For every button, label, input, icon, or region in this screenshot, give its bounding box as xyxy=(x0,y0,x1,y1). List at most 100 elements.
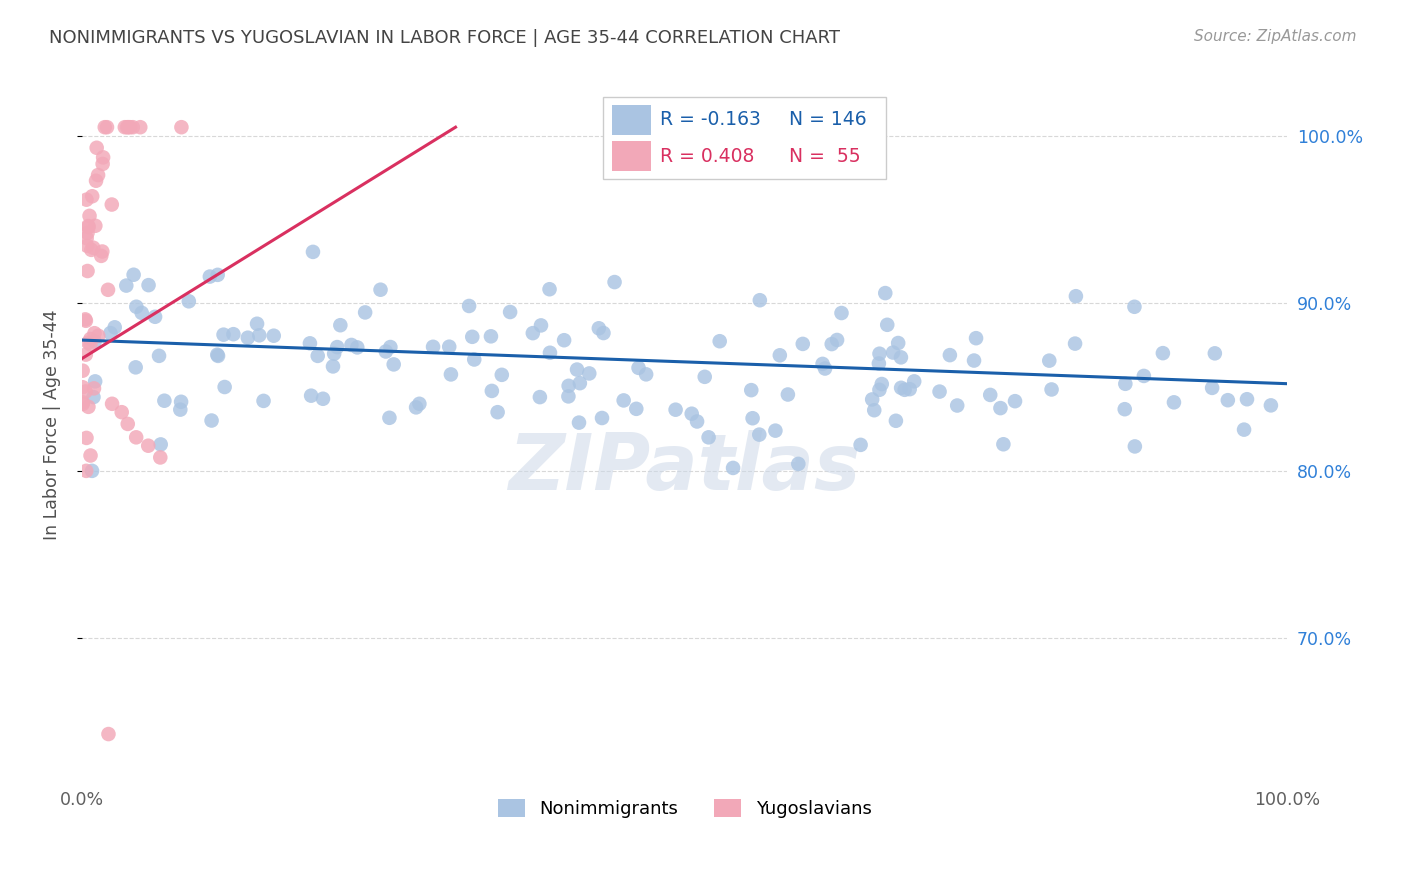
Point xyxy=(117,120,139,135)
Point xyxy=(117,417,139,431)
Point xyxy=(890,381,912,395)
Point xyxy=(169,402,191,417)
Point xyxy=(84,174,107,188)
Point xyxy=(115,278,138,293)
Point xyxy=(1133,368,1156,383)
Point xyxy=(893,383,915,397)
Point xyxy=(125,430,148,444)
Point xyxy=(76,231,98,245)
Point xyxy=(811,357,834,371)
Point xyxy=(76,431,98,445)
Point xyxy=(529,390,551,404)
Point xyxy=(91,157,114,171)
Point xyxy=(627,360,650,375)
Point xyxy=(312,392,335,406)
Point xyxy=(1201,381,1223,395)
Point xyxy=(869,347,891,361)
Point xyxy=(530,318,553,333)
Point xyxy=(565,362,588,376)
Point xyxy=(75,384,97,399)
Point xyxy=(849,438,872,452)
Point xyxy=(557,379,579,393)
Point xyxy=(91,150,114,164)
Point xyxy=(440,368,463,382)
Point xyxy=(80,243,103,257)
Legend: Nonimmigrants, Yugoslavians: Nonimmigrants, Yugoslavians xyxy=(491,791,879,825)
Point xyxy=(693,369,716,384)
Point xyxy=(868,383,890,397)
Point xyxy=(322,359,344,374)
Point xyxy=(247,328,270,343)
Point xyxy=(153,393,176,408)
Point xyxy=(1114,376,1136,391)
Point xyxy=(479,329,502,343)
Point xyxy=(748,293,770,308)
Point xyxy=(79,449,101,463)
Point xyxy=(578,367,600,381)
Point xyxy=(884,414,907,428)
FancyBboxPatch shape xyxy=(603,97,886,179)
Point xyxy=(83,381,105,395)
Point xyxy=(96,120,118,135)
Point xyxy=(170,120,193,135)
Point xyxy=(890,351,912,365)
Point xyxy=(111,405,134,419)
Point xyxy=(129,120,152,135)
Point xyxy=(681,407,703,421)
Point xyxy=(122,120,145,135)
Point xyxy=(769,348,792,362)
Point xyxy=(939,348,962,362)
Point xyxy=(79,332,101,346)
Point xyxy=(380,340,402,354)
Point xyxy=(1152,346,1174,360)
Point xyxy=(686,415,709,429)
Point xyxy=(77,219,100,233)
Point xyxy=(84,219,107,233)
Point xyxy=(302,244,325,259)
Point xyxy=(636,368,658,382)
Point xyxy=(1040,383,1063,397)
Point xyxy=(143,310,166,324)
Point xyxy=(875,286,897,301)
Point xyxy=(491,368,513,382)
Point xyxy=(115,120,138,135)
Point xyxy=(613,393,636,408)
Point xyxy=(323,346,346,360)
Text: NONIMMIGRANTS VS YUGOSLAVIAN IN LABOR FORCE | AGE 35-44 CORRELATION CHART: NONIMMIGRANTS VS YUGOSLAVIAN IN LABOR FO… xyxy=(49,29,841,46)
Point xyxy=(458,299,481,313)
Point xyxy=(903,375,925,389)
Point xyxy=(741,411,763,425)
Point xyxy=(405,401,427,415)
Point xyxy=(538,345,561,359)
Point xyxy=(207,348,229,362)
Point xyxy=(1236,392,1258,407)
Point xyxy=(136,439,159,453)
Text: N = 146: N = 146 xyxy=(789,111,868,129)
Point xyxy=(200,413,222,427)
Point xyxy=(422,340,444,354)
Point xyxy=(709,334,731,349)
Point xyxy=(252,393,274,408)
Point xyxy=(763,424,786,438)
Point xyxy=(83,326,105,341)
Point xyxy=(557,389,579,403)
Point xyxy=(94,120,117,135)
Point xyxy=(486,405,509,419)
Point xyxy=(149,437,172,451)
Point xyxy=(198,269,221,284)
Text: Source: ZipAtlas.com: Source: ZipAtlas.com xyxy=(1194,29,1357,44)
Point xyxy=(79,209,101,223)
Point xyxy=(80,464,103,478)
Point xyxy=(72,395,94,409)
Point xyxy=(131,306,153,320)
Point xyxy=(79,337,101,351)
FancyBboxPatch shape xyxy=(612,105,651,135)
Point xyxy=(882,345,904,359)
Point xyxy=(326,340,349,354)
Point xyxy=(499,305,522,319)
Point xyxy=(860,392,883,407)
Point xyxy=(522,326,544,340)
Point xyxy=(101,197,124,211)
Point xyxy=(568,376,591,391)
Text: ZIPatlas: ZIPatlas xyxy=(509,430,860,506)
